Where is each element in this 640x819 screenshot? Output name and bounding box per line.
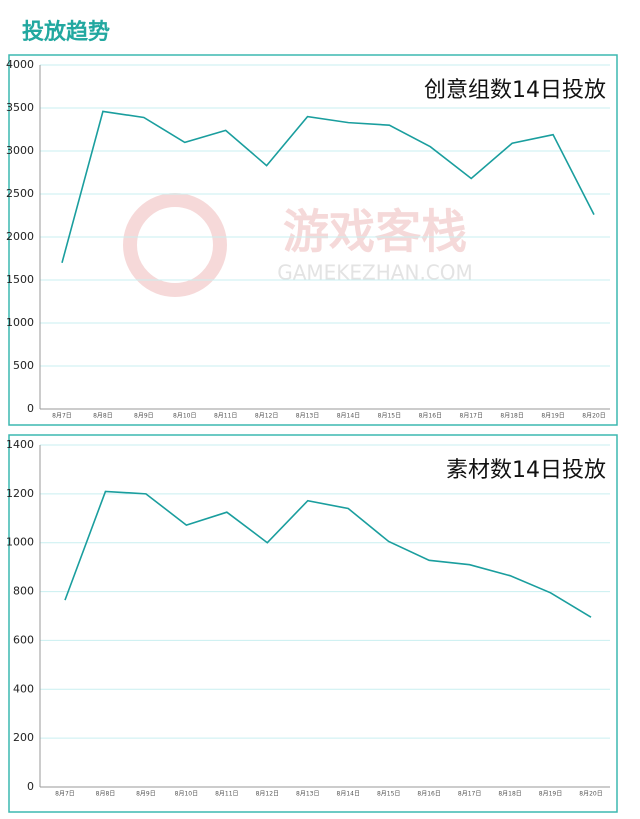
y-tick-label: 2500 bbox=[6, 187, 34, 200]
x-tick-label: 8月8日 bbox=[93, 413, 113, 420]
y-tick-label: 600 bbox=[13, 633, 34, 646]
x-tick-label: 8月7日 bbox=[52, 413, 72, 420]
y-tick-label: 0 bbox=[27, 780, 34, 793]
y-tick-label: 3500 bbox=[6, 101, 34, 114]
y-tick-label: 1000 bbox=[6, 316, 34, 329]
x-tick-label: 8月15日 bbox=[378, 413, 401, 420]
x-tick-label: 8月11日 bbox=[215, 791, 238, 798]
x-tick-label: 8月10日 bbox=[175, 791, 198, 798]
watermark-sub: GAMEKEZHAN.COM bbox=[277, 261, 473, 285]
x-tick-label: 8月14日 bbox=[337, 791, 360, 798]
page-title: 投放趋势 bbox=[22, 19, 110, 45]
x-tick-label: 8月7日 bbox=[55, 791, 75, 798]
x-tick-label: 8月16日 bbox=[417, 791, 440, 798]
x-tick-label: 8月16日 bbox=[419, 413, 442, 420]
x-tick-label: 8月9日 bbox=[134, 413, 154, 420]
watermark: 游戏客栈 bbox=[283, 205, 467, 259]
y-tick-label: 500 bbox=[13, 359, 34, 372]
x-tick-label: 8月10日 bbox=[173, 413, 196, 420]
y-tick-label: 200 bbox=[13, 731, 34, 744]
y-tick-label: 1400 bbox=[6, 438, 34, 451]
y-tick-label: 1000 bbox=[6, 536, 34, 549]
x-tick-label: 8月11日 bbox=[214, 413, 237, 420]
x-tick-label: 8月13日 bbox=[296, 791, 319, 798]
chart-frame bbox=[8, 434, 618, 813]
y-tick-label: 3000 bbox=[6, 144, 34, 157]
y-tick-label: 4000 bbox=[6, 58, 34, 71]
x-tick-label: 8月13日 bbox=[296, 413, 319, 420]
x-tick-label: 8月19日 bbox=[541, 413, 564, 420]
y-tick-label: 400 bbox=[13, 682, 34, 695]
chart-title: 创意组数14日投放 bbox=[424, 78, 606, 103]
y-tick-label: 0 bbox=[27, 402, 34, 415]
x-tick-label: 8月12日 bbox=[255, 413, 278, 420]
x-tick-label: 8月18日 bbox=[500, 413, 523, 420]
watermark-logo bbox=[123, 193, 227, 297]
x-tick-label: 8月15日 bbox=[377, 791, 400, 798]
y-tick-label: 1500 bbox=[6, 273, 34, 286]
chart-title: 素材数14日投放 bbox=[446, 458, 606, 483]
x-tick-label: 8月17日 bbox=[460, 413, 483, 420]
x-tick-label: 8月19日 bbox=[539, 791, 562, 798]
x-tick-label: 8月17日 bbox=[458, 791, 481, 798]
y-tick-label: 800 bbox=[13, 585, 34, 598]
x-tick-label: 8月12日 bbox=[256, 791, 279, 798]
x-tick-label: 8月18日 bbox=[498, 791, 521, 798]
line bbox=[61, 110, 595, 264]
x-tick-label: 8月14日 bbox=[337, 413, 360, 420]
line bbox=[64, 490, 592, 618]
y-tick-label: 2000 bbox=[6, 230, 34, 243]
x-tick-label: 8月20日 bbox=[579, 791, 602, 798]
x-tick-label: 8月8日 bbox=[96, 791, 116, 798]
y-tick-label: 1200 bbox=[6, 487, 34, 500]
chart-frame bbox=[8, 54, 618, 426]
x-tick-label: 8月9日 bbox=[136, 791, 156, 798]
x-tick-label: 8月20日 bbox=[582, 413, 605, 420]
